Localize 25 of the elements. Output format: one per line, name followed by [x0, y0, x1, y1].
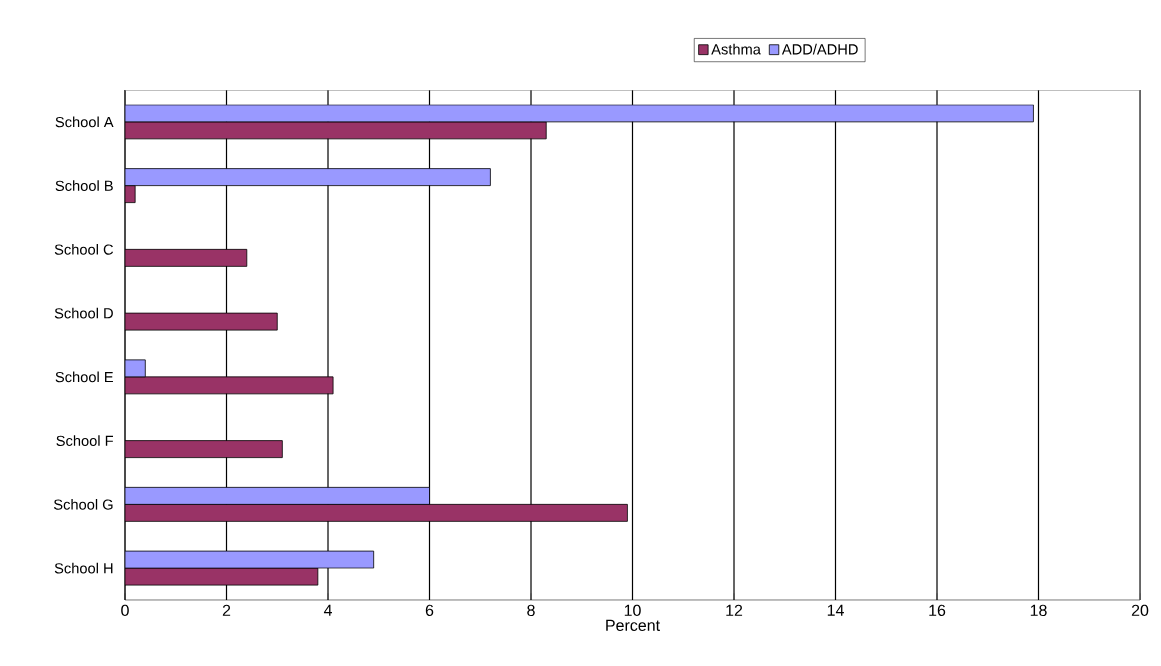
y-tick-label: School F	[56, 435, 114, 446]
x-tick-label: 10	[624, 604, 641, 617]
x-tick-label: 8	[527, 604, 535, 617]
x-tick-label: 4	[323, 604, 332, 616]
bar	[125, 503, 628, 522]
y-tick-label: School B	[55, 180, 113, 191]
bar	[125, 248, 248, 267]
y-tick-label: School D	[54, 307, 113, 319]
legend-label: Asthma	[711, 43, 761, 55]
y-tick-label: School G	[53, 498, 113, 510]
y-tick-label: School E	[55, 371, 113, 383]
legend-label: ADD/ADHD	[781, 43, 858, 55]
bar	[125, 440, 283, 459]
x-tick-label: 6	[425, 604, 434, 617]
x-tick-label: 14	[827, 604, 844, 616]
x-axis-title: Percent	[606, 619, 660, 631]
x-tick-label: 16	[929, 604, 946, 617]
x-tick-label: 12	[726, 604, 743, 616]
x-tick-label: 0	[121, 604, 129, 617]
x-tick-label: 2	[222, 604, 231, 616]
x-tick-label: 18	[1030, 604, 1047, 617]
x-tick-label: 20	[1131, 604, 1149, 617]
y-tick-label: School H	[54, 562, 113, 574]
y-tick-label: School C	[54, 243, 114, 255]
y-tick-label: School A	[55, 116, 114, 128]
